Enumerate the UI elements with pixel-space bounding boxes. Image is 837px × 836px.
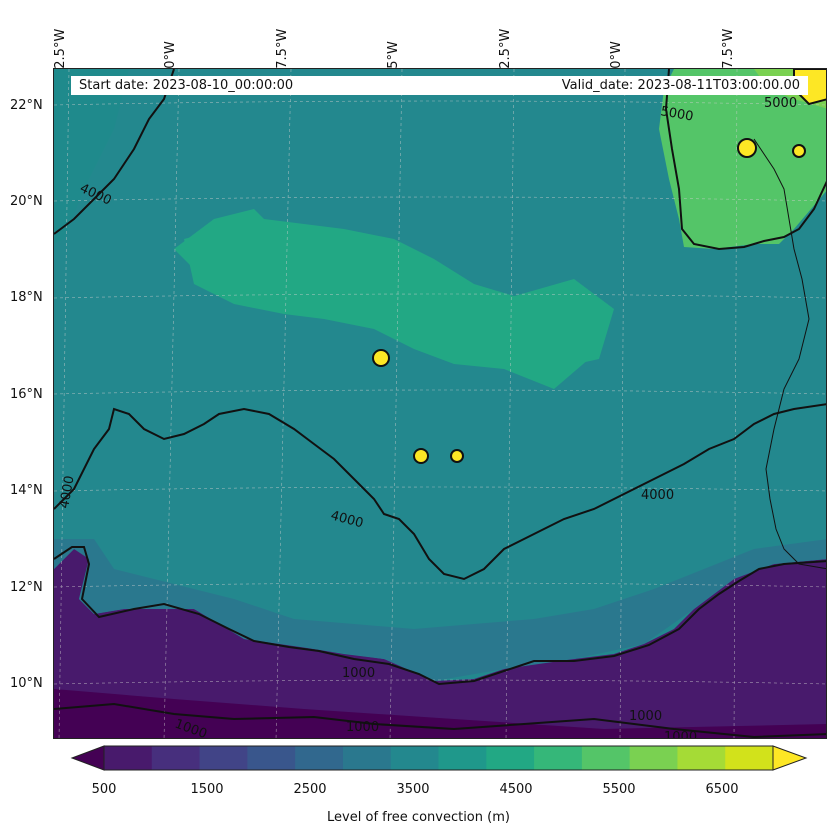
field-ne-high — [659, 69, 826, 249]
contour-label-5000-ne2: 5000 — [764, 96, 797, 111]
coastline — [753, 138, 826, 570]
colorbar-tick-2500: 2500 — [293, 782, 327, 797]
lat-label-14n: 14°N — [10, 483, 43, 498]
colorbar-segment — [104, 746, 153, 770]
contour-4000-south — [54, 403, 826, 581]
colorbar-segment — [342, 746, 392, 770]
contour-1000-south — [54, 546, 826, 686]
colorbar-segment — [581, 746, 631, 770]
colorbar-segment — [390, 746, 439, 770]
graticule — [54, 69, 826, 738]
lat-label-18n: 18°N — [10, 290, 43, 305]
field-light-patch-center — [184, 219, 589, 389]
lat-label-16n: 16°N — [10, 387, 43, 402]
colorbar-arrow-right — [772, 745, 808, 771]
colorbar-tick-500: 500 — [91, 782, 117, 797]
colorbar-segment — [295, 746, 344, 770]
colorbar-segment — [247, 746, 296, 770]
colorbar-segment — [438, 746, 487, 770]
colorbar-label: Level of free convection (m) — [327, 810, 510, 825]
colorbar-segment — [199, 746, 248, 770]
contour-5000-ne — [664, 69, 826, 251]
lat-label-20n: 20°N — [10, 194, 43, 209]
valid-date-text: Valid_date: 2023-08-11T03:00:00.00 — [561, 78, 800, 93]
map-panel[interactable]: 4000 4000 4000 4000 5000 5000 1000 1000 … — [53, 68, 827, 739]
contour-label-1000-s5: 1000 — [664, 730, 697, 739]
contour-label-1000-s3: 1000 — [342, 666, 375, 681]
peak-spot-5 — [792, 144, 806, 158]
lat-label-10n: 10°N — [10, 676, 43, 691]
colorbar-tick-4500: 4500 — [499, 782, 533, 797]
filled-contour-map: 4000 4000 4000 4000 5000 5000 1000 1000 … — [54, 69, 826, 739]
info-strip: Start date: 2023-08-10_00:00:00 Valid_da… — [71, 76, 808, 95]
colorbar-segment — [534, 746, 583, 770]
lat-label-12n: 12°N — [10, 580, 43, 595]
contour-label-1000-s2: 1000 — [346, 720, 379, 735]
colorbar — [70, 745, 808, 771]
peak-spot-1 — [372, 349, 390, 367]
colorbar-tick-3500: 3500 — [396, 782, 430, 797]
colorbar-segment — [629, 746, 678, 770]
lat-label-22n: 22°N — [10, 98, 43, 113]
contour-lines — [54, 69, 826, 738]
colorbar-tick-5500: 5500 — [602, 782, 636, 797]
field-light-patch-north — [174, 209, 274, 269]
field-west-lower — [54, 69, 129, 244]
contour-4000-nw — [54, 69, 175, 235]
field-south-transition — [54, 539, 826, 681]
peak-spot-2 — [413, 448, 429, 464]
colorbar-arrow-left — [70, 745, 105, 771]
contour-label-1000-s4: 1000 — [629, 709, 662, 724]
field-south-low — [54, 547, 826, 738]
colorbar-segment — [725, 746, 774, 770]
colorbar-tick-6500: 6500 — [705, 782, 739, 797]
contour-label-5000-ne: 5000 — [659, 104, 694, 125]
peak-spot-4 — [737, 138, 757, 158]
colorbar-tick-1500: 1500 — [190, 782, 224, 797]
colorbar-segment — [677, 746, 726, 770]
colorbar-segment — [151, 746, 201, 770]
colorbar-segment — [486, 746, 535, 770]
field-south-deep — [54, 689, 826, 738]
field-light-patch-east — [504, 279, 614, 369]
start-date-text: Start date: 2023-08-10_00:00:00 — [79, 78, 294, 93]
contour-label-4000-w: 4000 — [57, 474, 78, 509]
contour-label-4000-e: 4000 — [641, 488, 674, 503]
contour-1000-low — [54, 702, 826, 738]
peak-spot-3 — [450, 449, 464, 463]
